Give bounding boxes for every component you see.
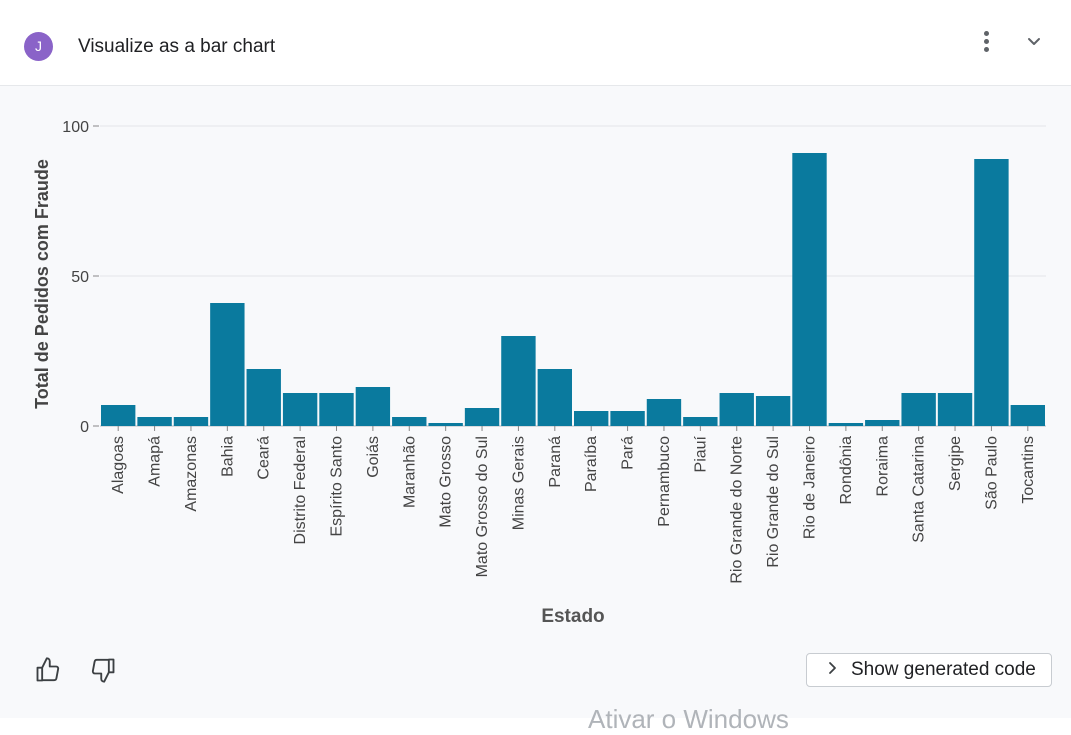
more-options-icon[interactable]	[976, 28, 996, 56]
x-tick-label: Bahia	[219, 436, 236, 477]
x-tick-label: Amazonas	[183, 436, 200, 512]
bar-18[interactable]	[755, 396, 791, 426]
x-tick-label: Paraíba	[583, 436, 600, 492]
bar-3[interactable]	[210, 303, 245, 426]
bar-2[interactable]	[173, 417, 209, 426]
bar-chart: 0 50 100 Alagoas Amapá Amazonas Bahia Ceará Dist…	[32, 119, 1046, 627]
bar-20[interactable]	[828, 423, 864, 426]
x-tick-label: Tocantins	[1020, 436, 1037, 504]
show-generated-code-button[interactable]: Show generated code	[806, 653, 1052, 687]
bar-9[interactable]	[428, 423, 463, 426]
chevron-right-icon	[825, 659, 839, 681]
bar-5[interactable]	[282, 393, 318, 426]
thumbs-down-icon[interactable]	[89, 656, 117, 684]
x-tick-label: Pará	[620, 436, 637, 470]
thumbs-up-icon[interactable]	[34, 656, 62, 684]
y-tick-label: 50	[71, 269, 89, 286]
bar-21[interactable]	[865, 420, 900, 426]
x-tick-label: Rio de Janeiro	[802, 436, 819, 539]
windows-activation-watermark: Ativar o Windows	[588, 704, 789, 734]
chat-header: J Visualize as a bar chart	[0, 0, 1071, 86]
x-tick-label: Maranhão	[401, 436, 418, 508]
chart-panel: 0 50 100 Alagoas Amapá Amazonas Bahia Ceará Dist…	[0, 86, 1071, 718]
x-tick-label: Rio Grande do Norte	[729, 436, 746, 584]
x-tick-label: Rondônia	[838, 436, 855, 505]
bar-4[interactable]	[246, 369, 281, 426]
bar-15[interactable]	[646, 399, 682, 426]
x-tick-label: Pernambuco	[656, 436, 673, 527]
x-tick-label: Ceará	[256, 436, 273, 480]
bar-23[interactable]	[937, 393, 973, 426]
x-tick-label: Rio Grande do Sul	[765, 436, 782, 568]
x-tick-label: Espírito Santo	[329, 436, 346, 537]
x-axis-title: Estado	[541, 606, 604, 627]
bar-7[interactable]	[355, 387, 391, 426]
x-tick-label: Mato Grosso	[438, 436, 455, 528]
x-tick-label: Piauí	[692, 435, 709, 472]
x-tick-label: Roraima	[874, 436, 891, 497]
bar-22[interactable]	[901, 393, 936, 426]
bar-13[interactable]	[574, 411, 609, 426]
prompt-title: Visualize as a bar chart	[78, 36, 276, 57]
bar-25[interactable]	[1010, 405, 1045, 426]
bar-24[interactable]	[974, 159, 1009, 426]
y-axis-title: Total de Pedidos com Fraude	[32, 159, 52, 409]
x-tick-label: São Paulo	[983, 436, 1000, 510]
bar-10[interactable]	[464, 408, 500, 426]
show-generated-code-label: Show generated code	[851, 659, 1036, 680]
x-tick-label: Sergipe	[947, 436, 964, 491]
x-tick-label: Minas Gerais	[510, 436, 527, 530]
bar-6[interactable]	[319, 393, 354, 426]
bar-11[interactable]	[501, 336, 536, 426]
chevron-down-icon[interactable]	[1022, 32, 1046, 52]
x-tick-label: Santa Catarina	[911, 436, 928, 543]
y-tick-label: 100	[62, 119, 89, 136]
x-tick-label: Goiás	[365, 436, 382, 478]
bar-0[interactable]	[101, 405, 136, 426]
bar-12[interactable]	[537, 369, 572, 426]
bar-1[interactable]	[137, 417, 172, 426]
user-avatar: J	[24, 32, 53, 61]
bar-19[interactable]	[792, 153, 827, 426]
bar-17[interactable]	[719, 393, 754, 426]
x-tick-label: Paraná	[547, 436, 564, 488]
x-tick-label: Distrito Federal	[292, 436, 309, 544]
x-tick-label: Alagoas	[110, 436, 127, 494]
bar-16[interactable]	[683, 417, 718, 426]
x-tick-label: Amapá	[147, 436, 164, 487]
bar-14[interactable]	[610, 411, 645, 426]
y-tick-label: 0	[80, 419, 89, 436]
bar-8[interactable]	[392, 417, 427, 426]
x-tick-label: Mato Grosso do Sul	[474, 436, 491, 577]
